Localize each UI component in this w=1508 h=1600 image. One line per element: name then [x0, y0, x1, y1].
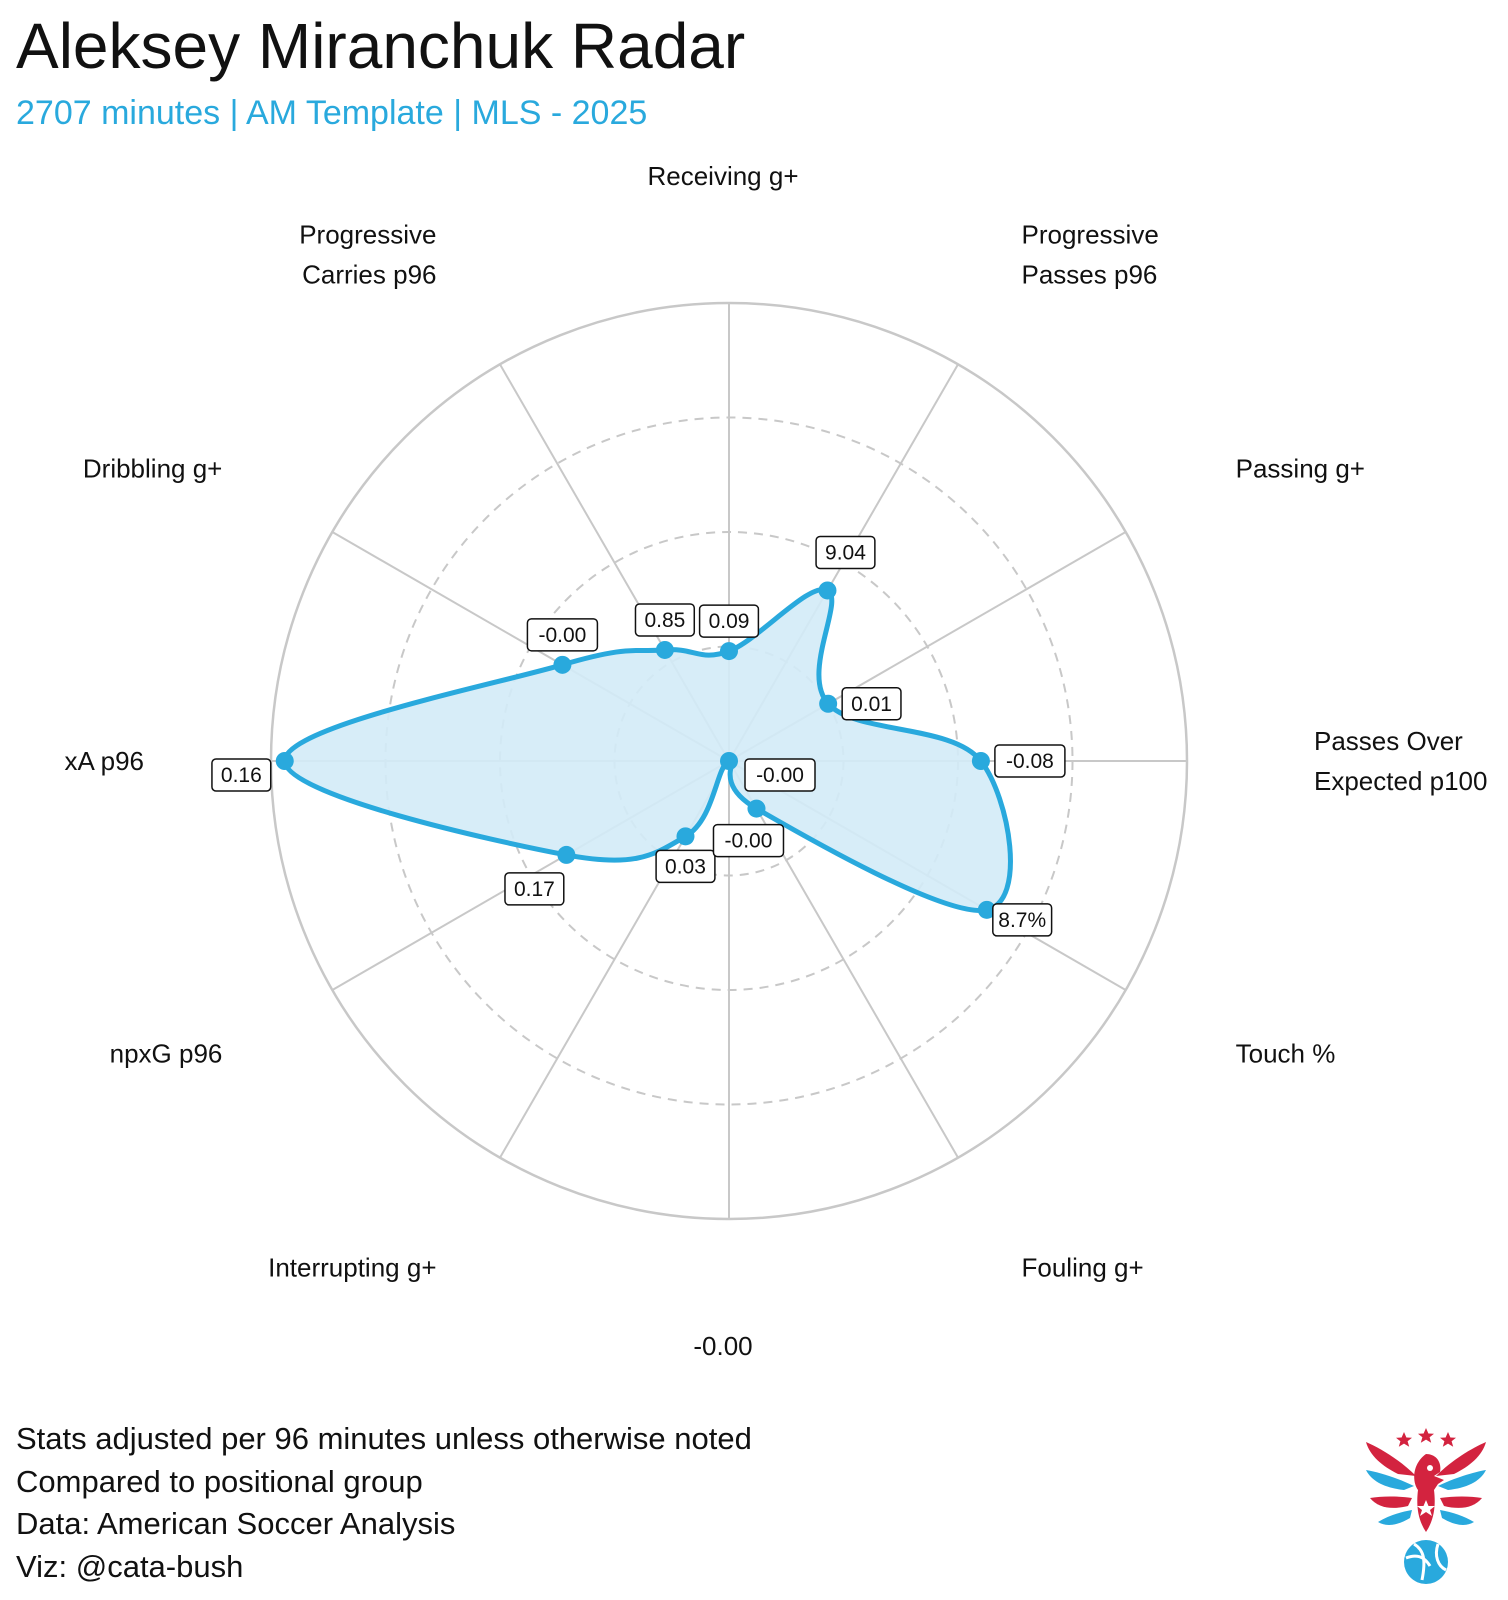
chart-title: Aleksey Miranchuk Radar [16, 10, 746, 82]
series-area [282, 586, 1013, 913]
axis-label: Receiving g+ [647, 161, 798, 191]
left-wing-icon [1366, 1442, 1416, 1525]
svg-text:0.03: 0.03 [665, 855, 706, 878]
axis-label: Fouling g+ [1022, 1253, 1144, 1283]
axis-label: Interrupting g+ [268, 1253, 436, 1283]
value-label: 0.85 [634, 603, 696, 637]
data-point [977, 900, 996, 919]
radar-points [275, 581, 996, 919]
value-label: -0.00 [712, 823, 785, 858]
svg-text:0.17: 0.17 [514, 878, 555, 901]
axis-labels: Passes Over Expected p100 Passing g+ Progre… [64, 161, 1487, 1361]
svg-text:0.09: 0.09 [709, 610, 750, 633]
chart-subtitle: 2707 minutes | AM Template | MLS - 2025 [16, 94, 648, 132]
svg-text:-0.00: -0.00 [756, 764, 804, 787]
star-icon [1396, 1428, 1456, 1447]
radar-area [282, 586, 1013, 913]
data-point [720, 642, 738, 661]
value-label: 9.04 [815, 535, 876, 570]
svg-text:-0.08: -0.08 [1006, 750, 1054, 773]
data-point [655, 640, 674, 659]
axis-label: Dribbling g+ [83, 454, 222, 484]
data-point [275, 752, 294, 770]
axis-label: xA p96 [64, 746, 144, 776]
svg-text:-0.00: -0.00 [725, 830, 773, 853]
svg-text:8.7%: 8.7% [998, 909, 1046, 932]
axis-label: npxG p96 [110, 1039, 223, 1069]
svg-text:0.16: 0.16 [221, 764, 262, 787]
caption-line: Compared to positional group [16, 1463, 423, 1499]
value-labels: -0.08 0.01 9.04 0.09 0.85 -0.00 0.16 0.17 0.03 -0… [211, 535, 1066, 937]
axis-label: Passes Over Expected p100 [1314, 726, 1487, 796]
value-label: 0.09 [698, 604, 760, 638]
axis-label: Passing g+ [1236, 454, 1365, 484]
value-label: -0.00 [526, 618, 599, 652]
caption-line: Viz: @cata-bush [16, 1548, 244, 1584]
data-point [557, 845, 576, 864]
value-label: 0.16 [211, 758, 272, 792]
data-point [676, 827, 695, 846]
eagle-body-icon [1414, 1454, 1444, 1532]
data-point [818, 581, 837, 600]
data-point [720, 752, 738, 770]
data-point [747, 799, 766, 818]
value-label: 0.01 [841, 687, 902, 721]
value-label: -0.08 [994, 744, 1066, 778]
data-point [971, 752, 990, 770]
svg-text:9.04: 9.04 [825, 541, 866, 564]
eagle-soccer-ball-logo [1366, 1428, 1486, 1584]
svg-text:-0.00: -0.00 [538, 624, 586, 647]
svg-text:0.85: 0.85 [644, 609, 685, 632]
axis-label: Progressive Passes p96 [1022, 219, 1159, 289]
value-label: 0.03 [655, 849, 716, 884]
right-wing-icon [1436, 1442, 1486, 1525]
caption-line: Stats adjusted per 96 minutes unless oth… [16, 1421, 752, 1456]
data-point [553, 655, 572, 674]
caption-block: Stats adjusted per 96 minutes unless oth… [16, 1418, 752, 1588]
value-label: -0.00 [744, 758, 816, 792]
svg-text:0.01: 0.01 [851, 693, 892, 716]
soccer-ball-icon [1404, 1540, 1448, 1584]
axis-label: Progressive Carries p96 [299, 219, 436, 289]
data-point [819, 694, 838, 713]
value-label: 0.17 [504, 872, 565, 906]
caption-line: Data: American Soccer Analysis [16, 1506, 456, 1541]
value-label: 8.7% [992, 903, 1053, 937]
axis-label: -0.00 [693, 1331, 752, 1361]
axis-label: Touch % [1236, 1039, 1336, 1069]
